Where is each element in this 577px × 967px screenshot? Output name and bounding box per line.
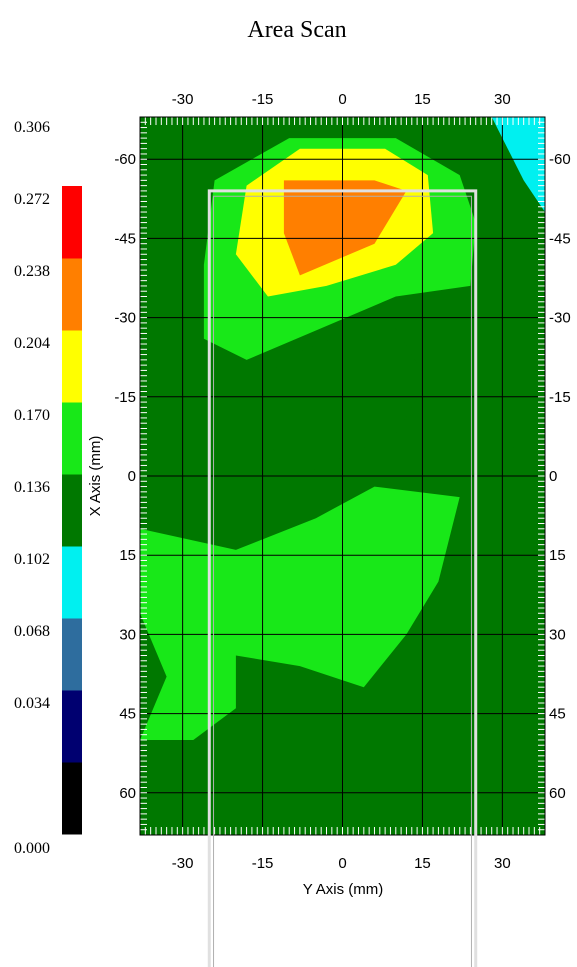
y-tick-label-right: 60 — [549, 785, 566, 802]
x-tick-label-bottom: -15 — [252, 855, 274, 872]
x-axis-label: Y Axis (mm) — [303, 881, 384, 898]
y-tick-label-right: 45 — [549, 706, 566, 723]
y-tick-label-left: 0 — [128, 468, 136, 485]
y-axis-label: X Axis (mm) — [87, 436, 104, 517]
colorbar: 0.000 0.034 0.068 0.102 0.136 0.170 0.204 0.238… — [14, 119, 82, 857]
colorbar-swatch — [62, 690, 82, 763]
y-tick-label-right: 30 — [549, 626, 566, 643]
colorbar-swatch — [62, 618, 82, 691]
colorbar-swatch — [62, 258, 82, 331]
y-tick-label-left: 60 — [119, 785, 136, 802]
contour-band-1 — [427, 117, 545, 487]
x-tick-label-top: 30 — [494, 91, 511, 108]
contour-band-2 — [491, 117, 545, 212]
y-tick-label-left: 15 — [119, 547, 136, 564]
y-tick-label-left: 30 — [119, 626, 136, 643]
y-tick-label-right: 0 — [549, 468, 557, 485]
contour-band-7 — [283, 180, 407, 276]
colorbar-level-label: 0.306 — [14, 119, 50, 136]
y-tick-label-left: -60 — [114, 151, 136, 168]
y-tick-label-left: -15 — [114, 389, 136, 406]
colorbar-swatch — [62, 186, 82, 259]
y-tick-label-right: -45 — [549, 230, 571, 247]
colorbar-swatch — [62, 402, 82, 475]
colorbar-level-label: 0.000 — [14, 840, 50, 857]
chart-title: Area Scan — [247, 17, 346, 43]
colorbar-level-label: 0.272 — [14, 191, 50, 208]
y-tick-label-right: -15 — [549, 389, 571, 406]
y-tick-label-right: -30 — [549, 310, 571, 327]
y-tick-label-right: 15 — [549, 547, 566, 564]
tick-labels: -30 -30 -15 -15 0 0 15 15 30 30 -60 -60 -45 -45 -30 -30… — [114, 91, 570, 872]
plot-area — [139, 116, 546, 967]
y-tick-label-right: -60 — [549, 151, 571, 168]
x-tick-label-top: -30 — [172, 91, 194, 108]
y-tick-label-left: -45 — [114, 230, 136, 247]
x-tick-label-top: -15 — [252, 91, 274, 108]
x-tick-label-bottom: 0 — [338, 855, 346, 872]
colorbar-swatch — [62, 330, 82, 403]
colorbar-swatch — [62, 546, 82, 619]
colorbar-level-label: 0.034 — [14, 695, 50, 712]
y-tick-label-left: 45 — [119, 706, 136, 723]
colorbar-level-label: 0.102 — [14, 551, 50, 568]
x-tick-label-top: 15 — [414, 91, 431, 108]
colorbar-level-label: 0.238 — [14, 263, 50, 280]
x-tick-label-bottom: 15 — [414, 855, 431, 872]
overlay-outline-inner — [213, 195, 472, 967]
x-tick-label-bottom: 30 — [494, 855, 511, 872]
colorbar-swatch — [62, 762, 82, 835]
colorbar-level-label: 0.204 — [14, 335, 50, 352]
y-tick-label-left: -30 — [114, 310, 136, 327]
colorbar-level-label: 0.170 — [14, 407, 50, 424]
x-tick-label-bottom: -30 — [172, 855, 194, 872]
overlay-outline — [207, 189, 478, 967]
colorbar-swatch — [62, 474, 82, 547]
x-tick-label-top: 0 — [338, 91, 346, 108]
contour-band-9 — [140, 486, 460, 740]
plot-frame — [139, 116, 546, 836]
colorbar-level-label: 0.068 — [14, 623, 50, 640]
colorbar-level-label: 0.136 — [14, 479, 50, 496]
